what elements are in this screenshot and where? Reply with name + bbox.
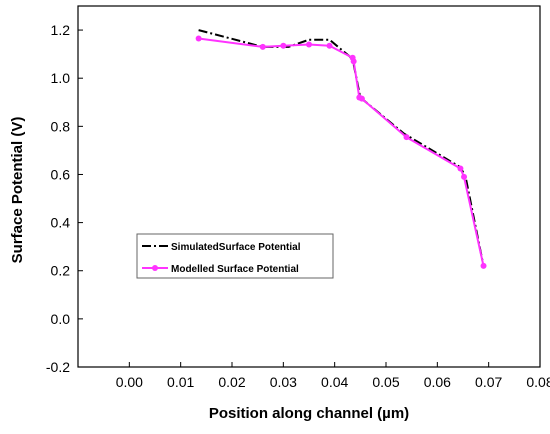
legend: SimulatedSurface Potential Modelled Surf… [136,233,334,279]
series-layer [195,29,487,269]
plot-area [77,5,541,368]
data-point-modelled [306,41,312,48]
y-tick-label: 0.8 [51,118,71,134]
data-point-modelled [358,95,365,102]
data-point-modelled [326,42,333,49]
y-axis-title: Surface Potential (V) [9,117,26,264]
x-tick-label: 0.00 [116,374,143,390]
data-point-modelled [461,173,468,180]
x-axis-title: Position along channel (µm) [209,405,409,422]
legend-label-simulated: SimulatedSurface Potential [171,242,301,253]
y-tick-label: 1.0 [51,70,71,86]
legend-box [136,233,334,279]
data-point-modelled [457,165,464,172]
data-point-modelled [259,43,266,50]
data-point-modelled [480,262,487,269]
data-point-modelled [350,58,357,65]
legend-marker-modelled [152,265,158,271]
x-tick-label: 0.02 [218,374,245,390]
data-point-modelled [403,134,410,141]
y-tick-label: 1.2 [51,22,71,38]
y-tick-label: 0.2 [51,263,71,279]
axis-ticks: 0.00 0.01 0.02 0.03 0.04 0.05 0.06 0.07 0.08 -0.2… [46,22,550,390]
y-tick-label: 0.0 [51,311,71,327]
x-tick-label: 0.07 [475,374,502,390]
y-tick-label: -0.2 [46,359,70,375]
y-tick-label: 0.6 [51,166,71,182]
legend-label-modelled: Modelled Surface Potential [171,264,299,275]
x-tick-label: 0.03 [270,374,297,390]
data-point-modelled [280,42,287,49]
x-tick-label: 0.08 [526,374,550,390]
y-tick-label: 0.4 [51,215,71,231]
x-tick-label: 0.06 [424,374,451,390]
x-tick-label: 0.01 [167,374,194,390]
x-tick-label: 0.04 [321,374,348,390]
data-point-modelled [195,35,202,42]
x-tick-label: 0.05 [372,374,399,390]
